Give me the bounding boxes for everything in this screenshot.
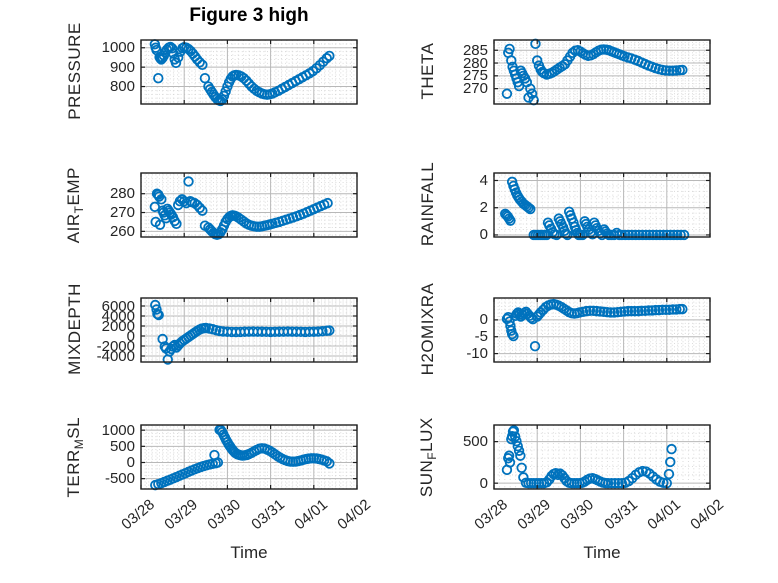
y-tick-label: -10 <box>466 345 488 363</box>
chart-canvas-mixdepth <box>140 297 358 365</box>
y-tick-label: 0 <box>479 311 488 329</box>
subplot-rainfall: 0 2 4 RAINFALL <box>418 162 711 246</box>
y-tick-label: 900 <box>109 58 135 76</box>
figure-title: Figure 3 high <box>189 5 309 26</box>
y-tick-label: 2 <box>479 199 488 217</box>
y-tick-label: -2000 <box>96 337 135 355</box>
subplot-mixdepth: -4000 -2000 0 2000 4000 6000 MIXDEPTH <box>65 283 358 375</box>
subplot-theta: 270 275 280 285 THETA <box>418 38 711 106</box>
y-tick-label: 4000 <box>101 307 135 325</box>
y-tick-label: 500 <box>109 437 135 455</box>
y-tick-label: 285 <box>462 41 488 59</box>
chart-canvas-rainfall <box>493 172 711 241</box>
subplot-air-temp: 260 270 280 AIRTEMP <box>64 167 358 243</box>
y-tick-label: 0 <box>126 453 135 471</box>
y-tick-label: 0 <box>479 226 488 244</box>
y-tick-label: 4 <box>479 172 488 189</box>
y-axis-label-theta: THETA <box>418 42 437 100</box>
y-tick-label: 800 <box>109 78 135 96</box>
chart-canvas-pressure <box>140 39 358 107</box>
y-tick-label: 6000 <box>101 297 135 315</box>
y-tick-label: 280 <box>462 54 488 72</box>
y-tick-label: 275 <box>462 67 488 85</box>
y-tick-label: 0 <box>479 474 488 492</box>
y-tick-label: -4000 <box>96 347 135 365</box>
y-tick-label: 280 <box>109 185 135 203</box>
chart-canvas-terr_msl <box>140 424 358 491</box>
y-tick-label: 0 <box>126 327 135 345</box>
chart-canvas-theta <box>493 38 711 106</box>
subplot-sun-flux: 0 500 SUNFLUX 03/28 03/29 03/30 03/31 04/01 04/0… <box>417 417 727 533</box>
y-axis-label-pressure: PRESSURE <box>65 22 84 120</box>
x-axis-label-right: Time <box>583 543 621 562</box>
y-tick-label: 2000 <box>101 317 135 335</box>
y-tick-label: 270 <box>462 80 488 98</box>
subplot-pressure: 800 900 1000 PRESSURE <box>65 22 358 120</box>
y-tick-label: -500 <box>104 470 135 488</box>
y-tick-label: 270 <box>109 204 135 222</box>
y-axis-label-sun_flux: SUNFLUX <box>416 417 440 498</box>
chart-canvas-h2omixra <box>493 297 711 363</box>
chart-canvas-sun_flux <box>493 424 711 490</box>
y-tick-label: 1000 <box>101 421 135 439</box>
y-tick-label: 1000 <box>101 39 135 57</box>
y-axis-label-terr_msl: TERRMSL <box>63 416 87 498</box>
subplot-terr-msl: -500 0 500 1000 TERRMSL 03/28 03/29 03/30 03/31 0… <box>64 417 374 533</box>
subplot-h2omixra: -10 -5 0 H2OMIXRA <box>418 283 711 375</box>
x-axis-label-left: Time <box>230 543 268 562</box>
y-tick-label: 500 <box>462 433 488 451</box>
chart-canvas-air_temp <box>140 172 358 240</box>
y-tick-label: -5 <box>474 328 488 346</box>
y-tick-label: 260 <box>109 222 135 240</box>
